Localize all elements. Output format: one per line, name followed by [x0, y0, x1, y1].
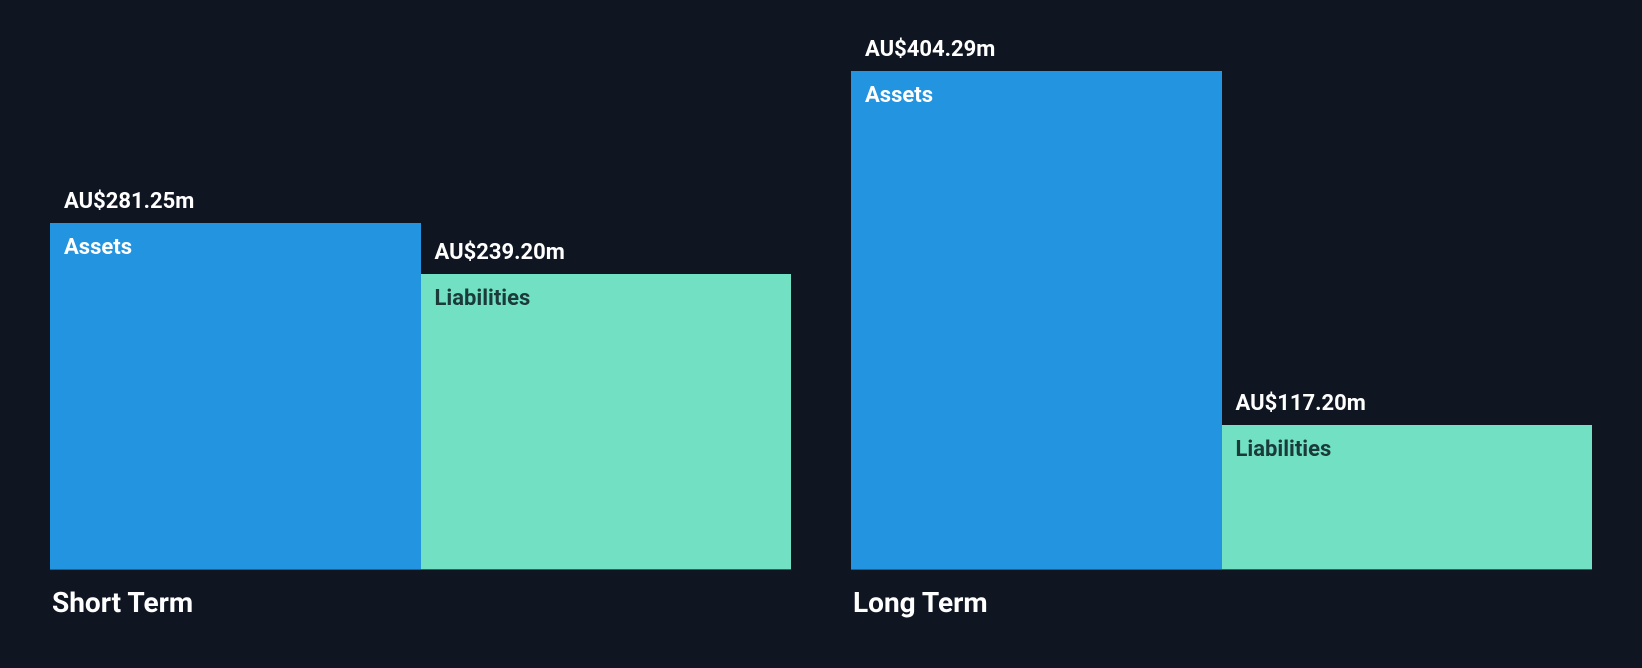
short-term-title: Short Term [52, 586, 791, 619]
long-term-liabilities-value: AU$117.20m [1236, 391, 1366, 416]
long-term-title: Long Term [853, 586, 1592, 619]
short-term-panel: AU$281.25m Assets AU$239.20m Liabilities… [50, 0, 791, 668]
long-term-assets-label: Assets [865, 83, 933, 108]
long-term-liabilities-label: Liabilities [1236, 437, 1332, 462]
short-term-assets-bar: AU$281.25m Assets [50, 223, 421, 569]
short-term-liabilities-value: AU$239.20m [435, 240, 565, 265]
short-term-assets-label: Assets [64, 235, 132, 260]
long-term-liabilities-bar: AU$117.20m Liabilities [1222, 425, 1593, 569]
long-term-chart-area: AU$404.29m Assets AU$117.20m Liabilities [851, 0, 1592, 570]
short-term-chart-area: AU$281.25m Assets AU$239.20m Liabilities [50, 0, 791, 570]
long-term-assets-bar: AU$404.29m Assets [851, 71, 1222, 569]
short-term-assets-value: AU$281.25m [64, 189, 194, 214]
long-term-assets-value: AU$404.29m [865, 37, 995, 62]
chart-container: AU$281.25m Assets AU$239.20m Liabilities… [0, 0, 1642, 668]
long-term-panel: AU$404.29m Assets AU$117.20m Liabilities… [851, 0, 1592, 668]
short-term-liabilities-label: Liabilities [435, 286, 531, 311]
short-term-liabilities-bar: AU$239.20m Liabilities [421, 274, 792, 569]
